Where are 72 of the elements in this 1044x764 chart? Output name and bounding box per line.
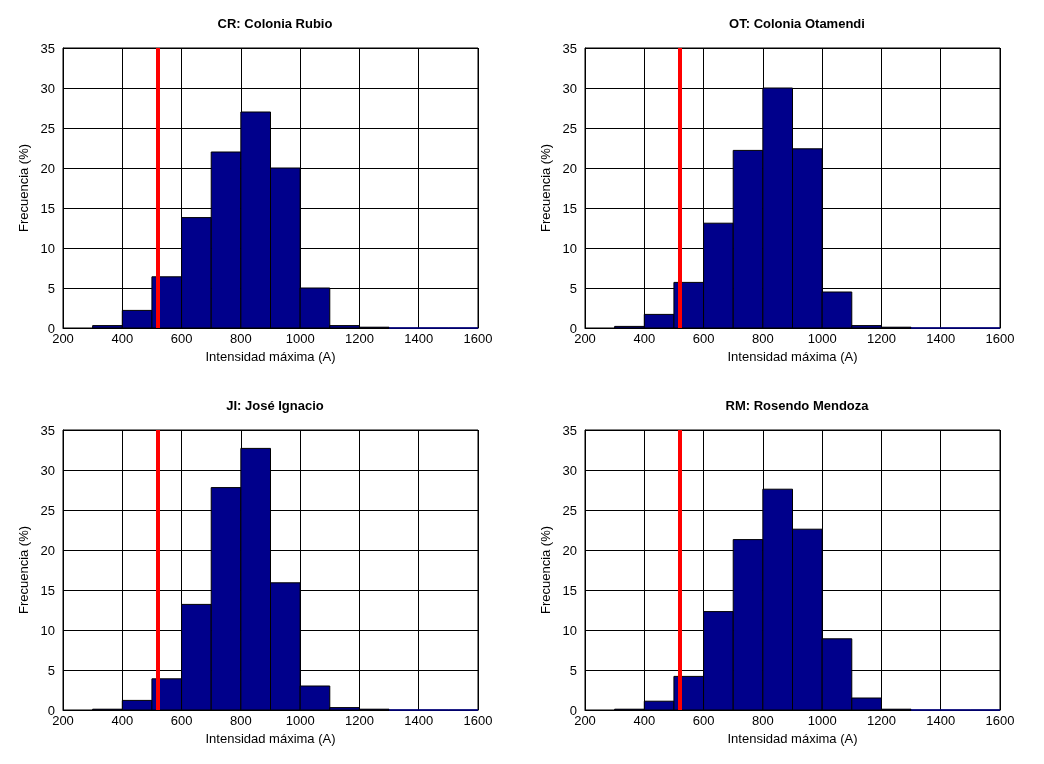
y-tick-label: 35 xyxy=(562,40,577,56)
x-tick-label: 1600 xyxy=(985,331,1015,346)
x-tick-label: 800 xyxy=(230,713,252,728)
y-tick-label: 35 xyxy=(40,40,55,56)
chart-title: OT: Colonia Otamendi xyxy=(729,16,865,31)
x-tick-label: 400 xyxy=(111,331,134,346)
x-tick-label: 600 xyxy=(692,331,715,346)
x-tick-label: 1600 xyxy=(985,713,1015,728)
y-tick-label: 10 xyxy=(562,240,577,256)
x-axis-title: Intensidad máxima (A) xyxy=(205,348,336,364)
x-tick-label: 600 xyxy=(170,713,193,728)
x-tick-label: 1000 xyxy=(807,713,837,728)
x-tick-label: 1200 xyxy=(866,713,896,728)
y-tick-label: 30 xyxy=(562,80,577,96)
x-tick-label: 1000 xyxy=(285,331,315,346)
y-tick-label: 30 xyxy=(40,462,55,478)
x-tick-label: 1000 xyxy=(807,331,837,346)
x-tick-label: 1200 xyxy=(344,331,374,346)
x-tick-label: 200 xyxy=(574,331,596,346)
x-tick-label: 800 xyxy=(752,331,774,346)
x-tick-label: 1200 xyxy=(344,713,374,728)
y-tick-label: 20 xyxy=(562,160,577,176)
y-tick-label: 35 xyxy=(562,422,577,438)
x-tick-label: 600 xyxy=(170,331,193,346)
x-tick-label: 400 xyxy=(633,713,656,728)
y-tick-label: 5 xyxy=(569,280,577,296)
y-tick-label: 10 xyxy=(562,622,577,638)
x-tick-label: 1000 xyxy=(285,713,315,728)
y-tick-label: 35 xyxy=(40,422,55,438)
y-tick-label: 15 xyxy=(40,200,55,216)
x-tick-label: 1400 xyxy=(926,331,956,346)
y-tick-label: 25 xyxy=(40,120,55,136)
chart-title: CR: Colonia Rubio xyxy=(217,16,333,31)
x-tick-label: 1200 xyxy=(866,331,896,346)
y-tick-label: 10 xyxy=(40,622,55,638)
y-tick-label: 25 xyxy=(40,502,55,518)
y-axis-title: Frecuencia (%) xyxy=(537,143,553,233)
y-axis-title: Frecuencia (%) xyxy=(15,143,31,233)
x-tick-label: 200 xyxy=(52,713,74,728)
x-tick-label: 200 xyxy=(574,713,596,728)
y-tick-label: 5 xyxy=(47,662,55,678)
x-tick-label: 200 xyxy=(52,331,74,346)
y-tick-label: 5 xyxy=(569,662,577,678)
y-tick-label: 5 xyxy=(47,280,55,296)
x-tick-label: 400 xyxy=(633,331,656,346)
x-tick-label: 1400 xyxy=(926,713,956,728)
y-axis-title: Frecuencia (%) xyxy=(15,525,31,615)
x-tick-label: 1400 xyxy=(404,331,434,346)
x-axis-title: Intensidad máxima (A) xyxy=(205,730,336,746)
x-tick-label: 400 xyxy=(111,713,134,728)
chart-title: RM: Rosendo Mendoza xyxy=(725,398,870,413)
x-tick-label: 1600 xyxy=(463,331,493,346)
x-tick-label: 1600 xyxy=(463,713,493,728)
y-axis-title: Frecuencia (%) xyxy=(537,525,553,615)
x-tick-label: 800 xyxy=(752,713,774,728)
y-tick-label: 10 xyxy=(40,240,55,256)
y-tick-label: 15 xyxy=(562,582,577,598)
y-tick-label: 15 xyxy=(562,200,577,216)
y-tick-label: 20 xyxy=(40,160,55,176)
y-tick-label: 25 xyxy=(562,120,577,136)
y-tick-label: 20 xyxy=(562,542,577,558)
x-tick-label: 600 xyxy=(692,713,715,728)
x-axis-title: Intensidad máxima (A) xyxy=(727,348,858,364)
y-tick-label: 25 xyxy=(562,502,577,518)
chart-title: JI: José Ignacio xyxy=(226,398,324,413)
x-tick-label: 1400 xyxy=(404,713,434,728)
y-tick-label: 30 xyxy=(40,80,55,96)
x-axis-title: Intensidad máxima (A) xyxy=(727,730,858,746)
x-tick-label: 800 xyxy=(230,331,252,346)
y-tick-label: 15 xyxy=(40,582,55,598)
y-tick-label: 30 xyxy=(562,462,577,478)
y-tick-label: 20 xyxy=(40,542,55,558)
